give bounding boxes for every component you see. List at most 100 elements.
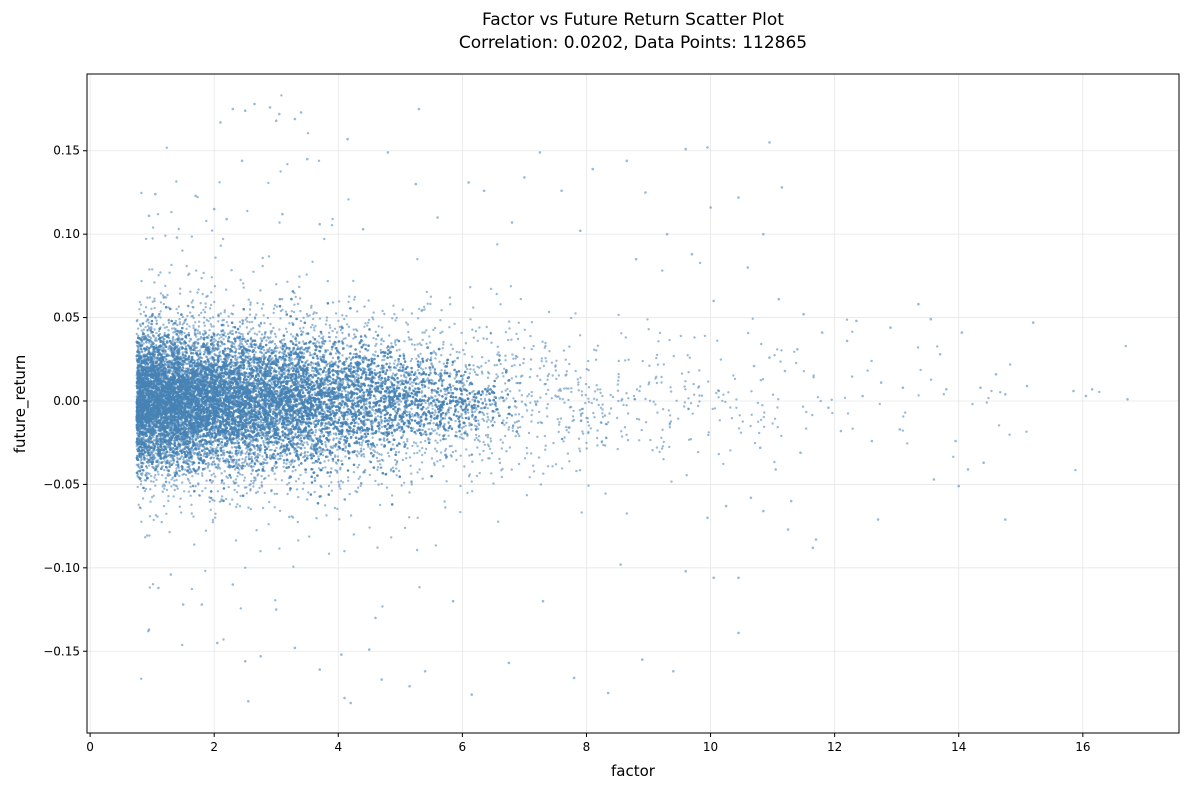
scatter-point [338, 518, 341, 521]
scatter-point [246, 367, 249, 371]
scatter-point [227, 485, 230, 489]
scatter-point [298, 275, 301, 278]
scatter-point [356, 455, 359, 458]
scatter-point [372, 336, 375, 340]
scatter-point [362, 452, 365, 456]
scatter-point [557, 423, 561, 426]
scatter-point [579, 414, 583, 417]
scatter-point [443, 500, 446, 503]
scatter-point [698, 261, 702, 265]
scatter-point [308, 535, 311, 538]
scatter-point [313, 391, 316, 394]
scatter-point [532, 470, 536, 473]
scatter-point [464, 342, 468, 345]
scatter-point [339, 487, 342, 490]
scatter-point [407, 391, 410, 394]
scatter-point [465, 448, 468, 451]
scatter-point [180, 333, 183, 336]
scatter-point [466, 393, 469, 397]
scatter-point [245, 316, 249, 319]
scatter-point [340, 390, 344, 393]
scatter-point [638, 439, 641, 442]
scatter-point [468, 473, 471, 476]
scatter-point [388, 454, 391, 458]
scatter-point [353, 333, 356, 336]
scatter-point [683, 385, 686, 388]
scatter-point [458, 436, 462, 439]
scatter-point [719, 358, 723, 361]
scatter-point [272, 326, 275, 330]
scatter-point [582, 432, 585, 435]
scatter-point [546, 403, 550, 406]
scatter-point [559, 417, 563, 420]
scatter-point [376, 466, 380, 469]
scatter-point [427, 428, 431, 431]
scatter-point [398, 348, 401, 351]
scatter-point [364, 343, 368, 347]
scatter-point [209, 357, 212, 360]
scatter-point [221, 237, 225, 241]
scatter-point [521, 415, 524, 419]
scatter-point [364, 418, 367, 421]
scatter-point [476, 365, 479, 368]
scatter-point [480, 365, 483, 368]
scatter-point [382, 340, 385, 343]
scatter-point [201, 292, 204, 296]
scatter-point [577, 389, 580, 392]
scatter-point [136, 318, 139, 322]
scatter-point [433, 463, 436, 467]
scatter-point [420, 461, 424, 464]
scatter-point [904, 411, 907, 414]
scatter-point [360, 454, 363, 458]
scatter-point [244, 340, 247, 343]
scatter-point [323, 237, 326, 241]
scatter-point [530, 394, 533, 398]
scatter-point [298, 341, 301, 344]
scatter-point [352, 352, 356, 356]
scatter-point [140, 520, 143, 523]
scatter-point [278, 454, 282, 458]
scatter-point [276, 346, 279, 350]
scatter-point [555, 377, 558, 381]
scatter-point [428, 438, 431, 441]
scatter-point [273, 342, 277, 346]
scatter-point [505, 450, 508, 453]
scatter-point [579, 376, 582, 379]
scatter-point [341, 380, 345, 383]
scatter-point [283, 452, 287, 455]
scatter-point [376, 468, 379, 471]
scatter-point [342, 337, 345, 341]
scatter-point [136, 327, 140, 330]
scatter-point [587, 424, 591, 427]
scatter-point [544, 448, 547, 451]
scatter-point [142, 342, 145, 345]
scatter-point [684, 380, 687, 383]
scatter-point [528, 375, 532, 379]
scatter-point [237, 356, 240, 359]
scatter-point [471, 490, 474, 493]
scatter-point [408, 338, 411, 341]
scatter-point [280, 442, 283, 445]
scatter-point [293, 358, 296, 361]
scatter-point [179, 287, 182, 290]
scatter-point [487, 457, 490, 460]
scatter-point [379, 463, 382, 466]
scatter-point [190, 503, 193, 506]
scatter-point [439, 439, 442, 442]
scatter-point [357, 422, 360, 426]
scatter-point [429, 372, 432, 375]
scatter-point [310, 443, 314, 446]
scatter-point [310, 304, 313, 308]
scatter-point [267, 445, 270, 448]
scatter-point [394, 458, 397, 462]
scatter-point [348, 492, 351, 496]
scatter-point [144, 487, 148, 491]
scatter-point [478, 326, 481, 329]
scatter-point [554, 463, 558, 466]
scatter-point [453, 377, 456, 380]
scatter-point [468, 400, 471, 404]
scatter-point [518, 434, 521, 438]
scatter-point [660, 375, 663, 379]
scatter-point [811, 413, 814, 417]
